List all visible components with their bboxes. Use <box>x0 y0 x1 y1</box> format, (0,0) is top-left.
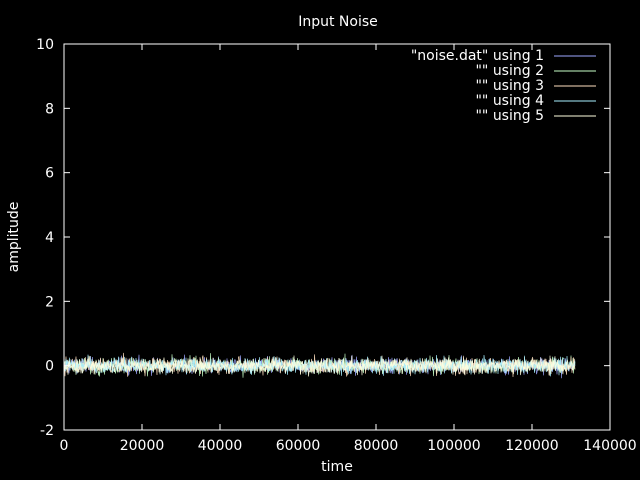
legend-label: "" using 2 <box>475 63 544 79</box>
x-tick-label: 100000 <box>427 438 480 454</box>
x-tick-label: 20000 <box>120 438 165 454</box>
y-tick-label: 0 <box>45 359 54 375</box>
x-tick-label: 0 <box>60 438 69 454</box>
x-tick-label: 40000 <box>198 438 243 454</box>
x-tick-label: 140000 <box>583 438 636 454</box>
y-tick-label: -2 <box>40 423 54 439</box>
x-axis-label: time <box>321 459 353 475</box>
chart-title: Input Noise <box>298 14 378 30</box>
y-tick-label: 10 <box>36 37 54 53</box>
legend-label: "" using 3 <box>475 78 544 94</box>
x-tick-label: 80000 <box>354 438 399 454</box>
series-line-5 <box>63 355 576 377</box>
legend-label: "" using 4 <box>475 93 544 109</box>
x-tick-label: 120000 <box>505 438 558 454</box>
y-tick-label: 8 <box>45 101 54 117</box>
y-tick-label: 2 <box>45 294 54 310</box>
legend: "noise.dat" using 1"" using 2"" using 3"… <box>411 48 596 124</box>
series-layer <box>63 352 576 379</box>
legend-label: "" using 5 <box>475 108 544 124</box>
y-tick-label: 4 <box>45 230 54 246</box>
legend-label: "noise.dat" using 1 <box>411 48 544 64</box>
y-tick-label: 6 <box>45 166 54 182</box>
x-tick-label: 60000 <box>276 438 321 454</box>
y-axis-label: amplitude <box>6 202 22 273</box>
tick-layer: 0 20000 40000 60000 80000 100000 120000 140000 -… <box>36 37 637 454</box>
